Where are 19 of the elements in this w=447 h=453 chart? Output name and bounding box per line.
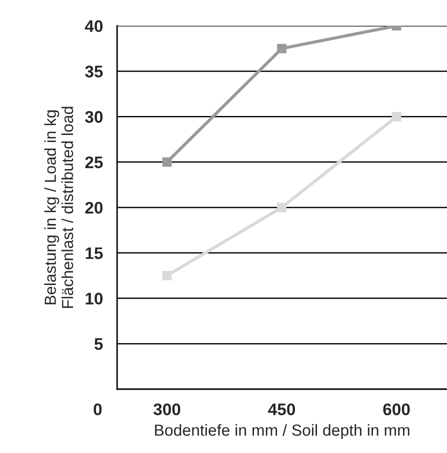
y-tick-label: 30 [85, 111, 103, 123]
y-tick-label: 40 [84, 20, 103, 32]
point [392, 112, 402, 122]
x-axis-title: Bodentiefe in mm / Soil depth in mm [155, 424, 410, 439]
y-axis-title: Belastung in kg / Load in kg Flächenlast / distributed load [44, 106, 74, 308]
point [277, 44, 286, 54]
y-tick-label: 20 [85, 202, 103, 214]
x-tick-label: 300 [154, 403, 180, 416]
x-tick-label: 450 [268, 403, 295, 416]
y-tick-label: 25 [85, 156, 103, 168]
y-tick-label: 10 [86, 292, 103, 305]
point [277, 202, 286, 212]
text: 0 [94, 403, 102, 416]
y-tick-label: 35 [85, 66, 103, 78]
point [162, 157, 172, 167]
x-tick-label: 600 [383, 403, 410, 416]
y-tick-label: 5 [94, 338, 103, 350]
point [162, 270, 172, 280]
y-tick-label: 15 [86, 247, 103, 260]
